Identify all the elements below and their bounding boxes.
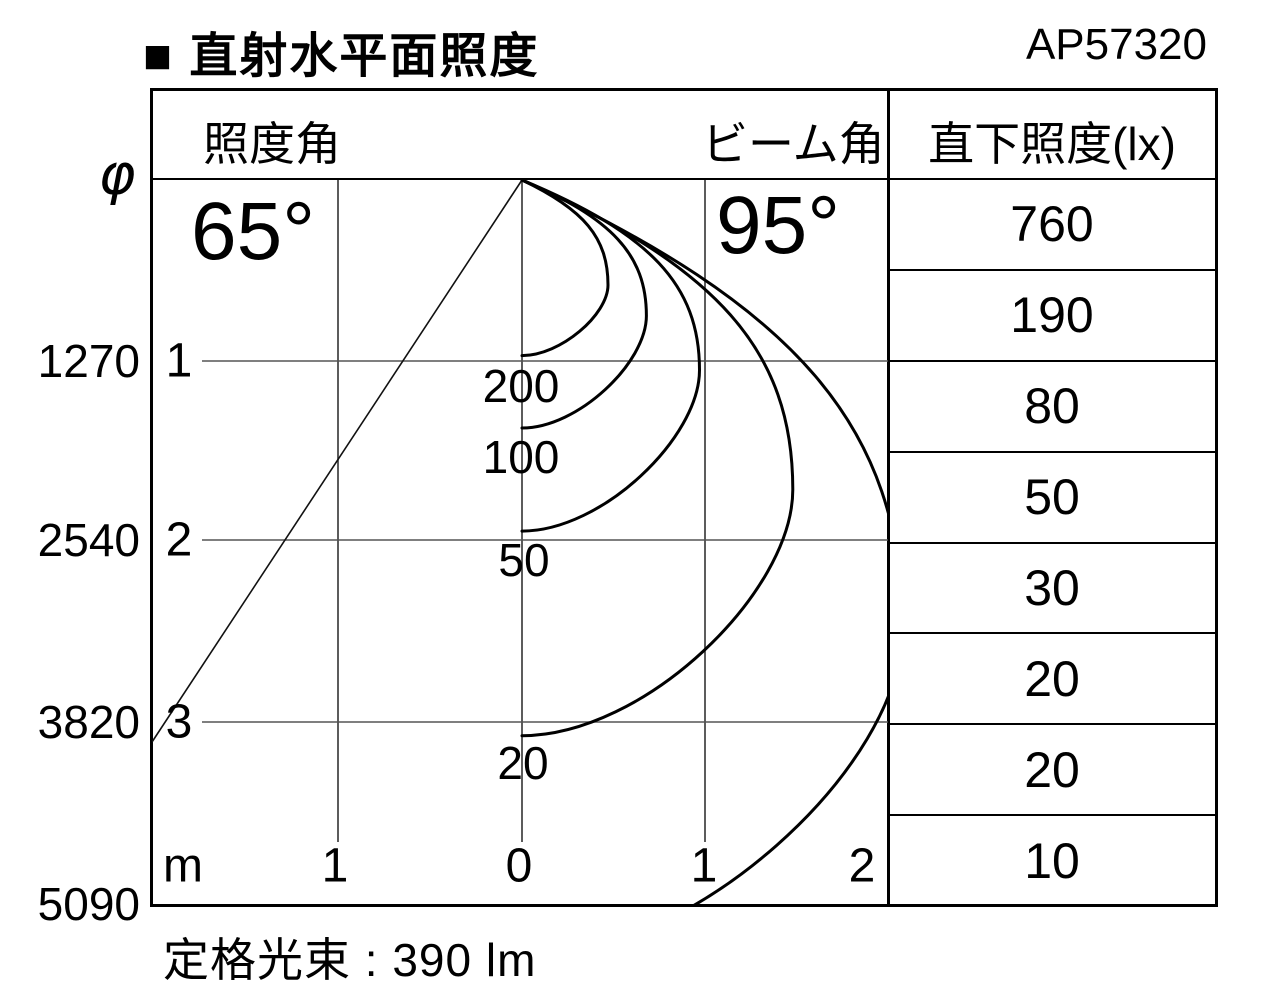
depth-tick-2: 2	[165, 513, 193, 567]
diameter-label-1m: 1270	[37, 335, 140, 387]
rated-flux-footnote: 定格光束 : 390 lm	[163, 934, 537, 986]
chart-frame	[150, 88, 1218, 907]
header-illuminance-angle: 照度角	[203, 118, 341, 170]
depth-tick-3: 3	[165, 695, 193, 749]
direct-illuminance-table: 760 190 80 50 30 20 20 10	[888, 180, 1216, 905]
plot-table-divider	[887, 90, 890, 905]
x-tick-plus1: 1	[690, 839, 718, 893]
table-row: 20	[888, 632, 1216, 723]
table-row: 30	[888, 541, 1216, 633]
table-value: 760	[1010, 196, 1094, 253]
isolux-curve-200lx	[520, 178, 610, 358]
diameter-label-2m: 2540	[37, 514, 140, 566]
header-direct-illuminance: 直下照度(lx)	[928, 118, 1176, 170]
curve-label-20: 20	[497, 737, 549, 789]
curve-label-100: 100	[482, 431, 560, 483]
illuminance-angle-line	[152, 179, 523, 743]
table-row: 10	[888, 814, 1216, 905]
table-row: 80	[888, 359, 1216, 451]
table-row: 190	[888, 268, 1216, 360]
isolux-curve-20lx	[520, 178, 795, 738]
depth-tick-1: 1	[165, 334, 193, 388]
table-row: 20	[888, 723, 1216, 814]
plot-canvas	[152, 178, 888, 905]
table-value: 190	[1010, 287, 1094, 344]
diameter-label-4m: 5090	[37, 878, 140, 930]
x-tick-0: 0	[505, 839, 533, 893]
table-value: 80	[1024, 378, 1080, 435]
beam-angle-value: 95°	[715, 180, 841, 271]
page-title: ■ 直射水平面照度	[143, 30, 540, 83]
phi-symbol: φ	[98, 142, 136, 208]
isolux-curve-100lx	[520, 178, 648, 430]
illuminance-angle-value: 65°	[190, 186, 316, 277]
isolux-curve-10lx	[520, 178, 888, 905]
x-tick-plus2: 2	[848, 839, 876, 893]
table-value: 50	[1024, 469, 1080, 526]
lamp-baseline	[152, 178, 1216, 180]
curve-label-200: 200	[482, 360, 560, 412]
table-row: 760	[888, 180, 1216, 269]
product-code: AP57320	[1025, 20, 1207, 69]
table-row: 50	[888, 450, 1216, 542]
table-value: 10	[1024, 832, 1080, 889]
header-beam-angle: ビーム角	[702, 118, 885, 170]
table-value: 20	[1024, 650, 1080, 707]
diameter-label-3m: 3820	[37, 696, 140, 748]
curve-label-50: 50	[498, 534, 550, 586]
isolux-curves	[520, 178, 888, 905]
x-tick-minus1: 1	[321, 839, 349, 893]
table-value: 20	[1024, 741, 1080, 798]
x-axis-unit: m	[163, 839, 203, 893]
table-value: 30	[1024, 559, 1080, 616]
